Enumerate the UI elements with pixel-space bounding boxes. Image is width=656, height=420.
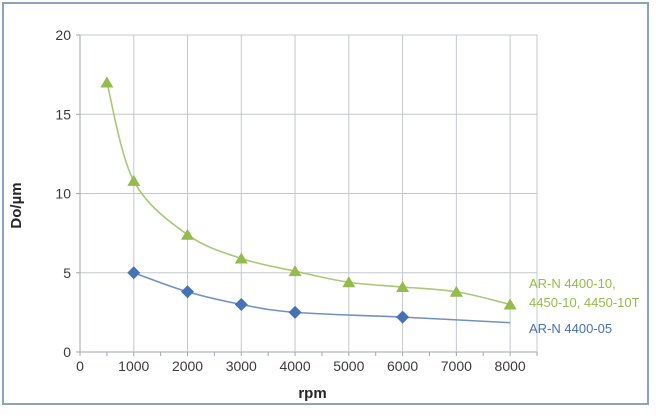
x-tick-label: 0 <box>76 358 84 374</box>
series-marker-diamond <box>396 310 410 324</box>
series-marker-triangle <box>288 265 302 277</box>
y-axis-title: Do/µm <box>8 182 25 228</box>
x-axis-title: rpm <box>298 385 326 402</box>
y-tick-label: 5 <box>63 265 71 281</box>
y-tick-label: 15 <box>55 106 71 122</box>
series-marker-triangle <box>181 228 195 240</box>
x-tick-label: 6000 <box>387 358 418 374</box>
series-marker-triangle <box>449 285 463 297</box>
y-tick-label: 20 <box>55 27 71 43</box>
x-tick-label: 2000 <box>172 358 203 374</box>
series-marker-diamond <box>181 285 195 299</box>
figure-border <box>2 2 649 405</box>
legend-entry: AR-N 4400-05 <box>529 321 612 336</box>
series-line-diamond <box>133 271 511 324</box>
x-tick-label: 4000 <box>279 358 310 374</box>
x-tick-label: 3000 <box>226 358 257 374</box>
x-tick-label: 8000 <box>495 358 526 374</box>
series-marker-triangle <box>234 252 248 264</box>
series-marker-triangle <box>396 281 410 293</box>
legend-entry: 4450-10, 4450-10T <box>529 295 640 310</box>
x-tick-label: 1000 <box>118 358 149 374</box>
series-marker-diamond <box>127 266 141 280</box>
legend-entry: AR-N 4400-10, <box>529 276 616 291</box>
series-marker-diamond <box>288 305 302 319</box>
x-tick-label: 7000 <box>441 358 472 374</box>
series-marker-diamond <box>234 297 248 311</box>
series-marker-triangle <box>503 298 517 310</box>
y-tick-label: 0 <box>63 344 71 360</box>
y-tick-label: 10 <box>55 186 71 202</box>
x-tick-label: 5000 <box>333 358 364 374</box>
series-marker-triangle <box>127 174 141 186</box>
series-marker-triangle <box>342 276 356 288</box>
series-marker-triangle <box>100 76 114 88</box>
